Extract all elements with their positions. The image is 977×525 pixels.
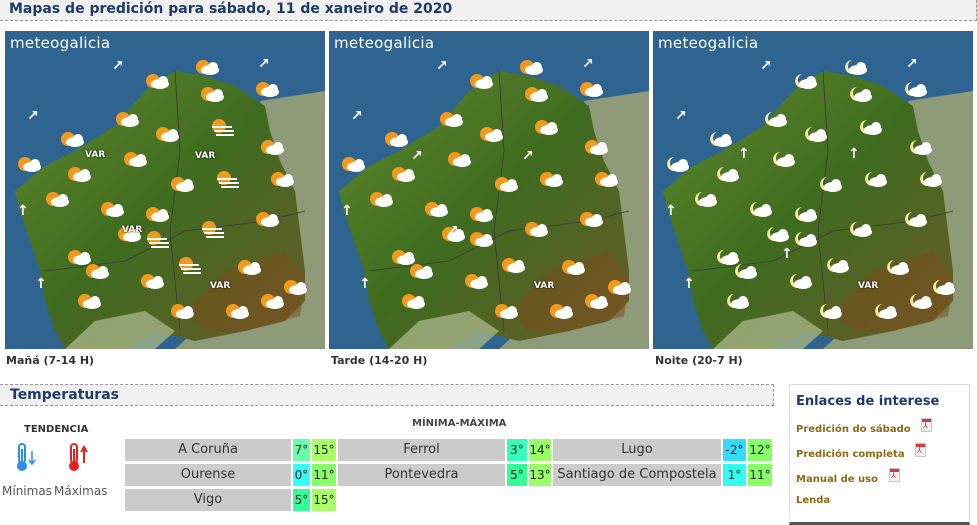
max-temp: 14° [529, 439, 551, 461]
wind-arrow-icon: ↑ [683, 276, 695, 292]
galicia-map-night [653, 31, 973, 349]
max-temp: 11° [748, 464, 772, 486]
wind-arrow-icon: ↗ [411, 148, 423, 164]
wind-arrow-icon: ↑ [35, 276, 47, 292]
min-max-title: MÍNIMA-MÁXIMA [412, 418, 507, 429]
map-caption-afternoon: Tarde (14-20 H) [331, 354, 428, 367]
map-caption-morning: Mañá (7-14 H) [6, 354, 95, 367]
trend-min-label: Mínimas [2, 484, 52, 498]
city-name: Vigo [125, 489, 291, 511]
links-panel: Enlaces de interese Predición do sábado … [789, 384, 970, 525]
links-title: Enlaces de interese [796, 394, 940, 409]
city-name: Ferrol [338, 439, 505, 461]
pdf-icon[interactable] [921, 418, 932, 432]
trend-max-label: Máximas [54, 484, 108, 498]
var-label: VAR [85, 150, 106, 160]
wind-arrow-icon: ↑ [781, 246, 793, 262]
wind-arrow-icon: ↗ [27, 108, 39, 124]
link-prediction-saturday[interactable]: Predición do sábado [796, 424, 911, 435]
min-temp: 3° [507, 439, 527, 461]
map-afternoon[interactable]: meteogalicia ↗ ↗ ↗ ↗ ↗ ↗ ↑ ↑ VAR [329, 31, 649, 349]
wind-arrow-icon: ↗ [522, 148, 534, 164]
wind-arrow-icon: ↗ [436, 58, 448, 74]
meteogalicia-logo: meteogalicia [658, 34, 759, 52]
map-morning[interactable]: meteogalicia ↗ ↗ ↗ ↑ ↑ VAR VAR VAR VAR [5, 31, 325, 349]
max-temp: 12° [748, 439, 772, 461]
max-temp: 11° [312, 464, 336, 486]
wind-arrow-icon: ↗ [906, 56, 918, 72]
meteogalicia-logo: meteogalicia [10, 34, 111, 52]
pdf-icon[interactable] [915, 443, 926, 457]
min-temp: -2° [723, 439, 746, 461]
var-label: VAR [195, 151, 216, 161]
wind-arrow-icon: ↗ [447, 223, 459, 239]
maps-section-header: Mapas de predición para sábado, 11 de xa… [0, 0, 977, 21]
city-name: Pontevedra [338, 464, 505, 486]
var-label: VAR [858, 281, 879, 291]
city-name: Ourense [125, 464, 291, 486]
wind-arrow-icon: ↑ [341, 203, 353, 219]
thermometer-up-icon [69, 443, 88, 471]
wind-arrow-icon: ↑ [665, 203, 677, 219]
pdf-icon[interactable] [889, 468, 900, 482]
max-temp: 15° [312, 489, 336, 511]
temperatures-title: Temperaturas [10, 387, 119, 403]
trend-title: TENDENCIA [24, 424, 89, 435]
link-full-prediction[interactable]: Predición completa [796, 449, 905, 460]
min-temp: 0° [293, 464, 310, 486]
city-name: Santiago de Compostela [553, 464, 721, 486]
meteogalicia-logo: meteogalicia [334, 34, 435, 52]
temperatures-section-header: Temperaturas [0, 384, 774, 406]
wind-arrow-icon: ↗ [112, 58, 124, 74]
city-name: Lugo [553, 439, 721, 461]
wind-arrow-icon: ↑ [17, 203, 29, 219]
link-legend[interactable]: Lenda [796, 495, 831, 506]
min-temp: 1° [723, 464, 746, 486]
map-caption-night: Noite (20-7 H) [655, 354, 743, 367]
min-temp: 7° [293, 439, 310, 461]
wind-arrow-icon: ↑ [848, 146, 860, 162]
wind-arrow-icon: ↑ [738, 146, 750, 162]
page-title: Mapas de predición para sábado, 11 de xa… [9, 1, 453, 17]
city-name: A Coruña [125, 439, 291, 461]
wind-arrow-icon: ↗ [760, 58, 772, 74]
wind-arrow-icon: ↗ [675, 108, 687, 124]
max-temp: 15° [312, 439, 336, 461]
min-temp: 5° [507, 464, 527, 486]
var-label: VAR [210, 281, 231, 291]
map-night[interactable]: meteogalicia ↗ ↗ ↗ ↑ ↑ ↑ ↑ ↑ VAR [653, 31, 973, 349]
wind-arrow-icon: ↗ [582, 56, 594, 72]
wind-arrow-icon: ↑ [359, 276, 371, 292]
var-label: VAR [534, 281, 555, 291]
link-user-manual[interactable]: Manual de uso [796, 474, 878, 485]
galicia-map-afternoon [329, 31, 649, 349]
max-temp: 13° [529, 464, 551, 486]
min-temp: 5° [293, 489, 310, 511]
wind-arrow-icon: ↗ [351, 108, 363, 124]
thermometer-down-icon [17, 443, 36, 471]
wind-arrow-icon: ↗ [258, 56, 270, 72]
galicia-map-morning [5, 31, 325, 349]
var-label: VAR [122, 225, 143, 235]
